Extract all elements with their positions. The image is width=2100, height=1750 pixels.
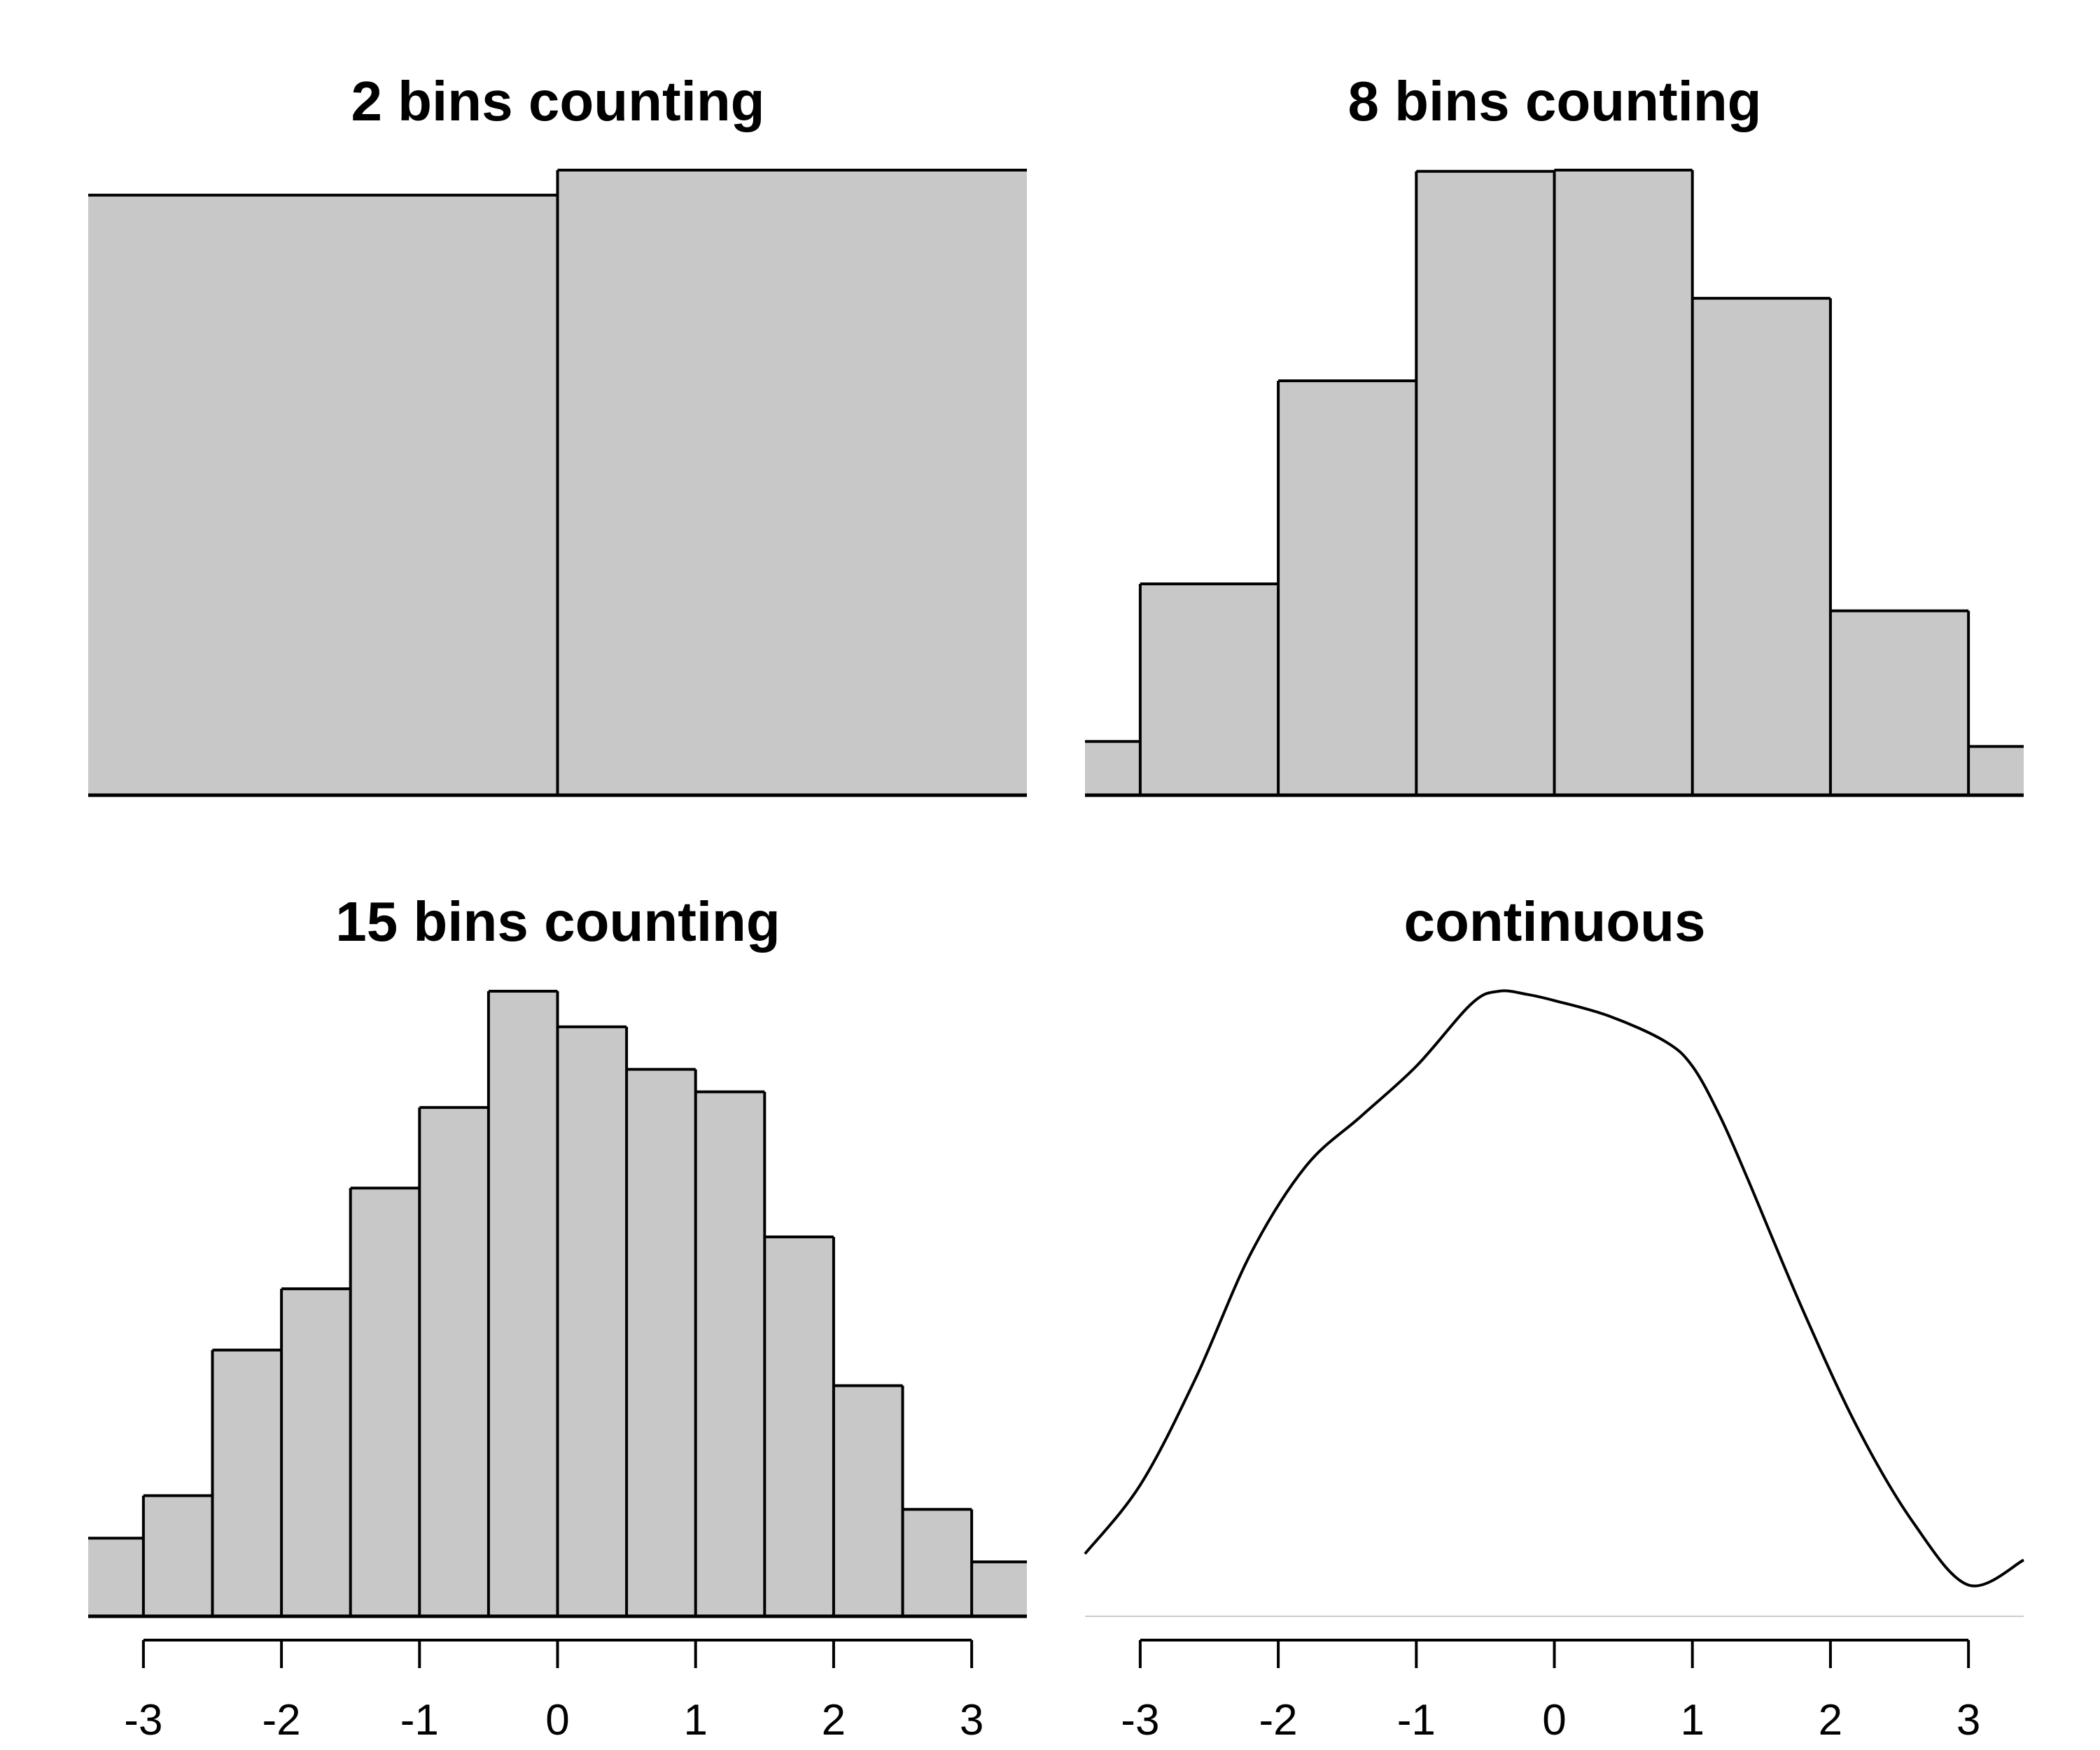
histogram-bar-fill (972, 1562, 1027, 1616)
panel-title: continuous (1404, 890, 1705, 953)
histogram-bar-fill (1416, 171, 1555, 795)
histogram-bar-fill (902, 1509, 972, 1616)
histogram-bar-fill (695, 1091, 765, 1616)
histogram-bar-fill (88, 195, 558, 796)
plot-area (1085, 169, 2024, 797)
histogram-bar-fill (1140, 584, 1279, 795)
histogram-bar-fill (88, 1538, 144, 1616)
histogram-bar-fill (1692, 298, 1830, 795)
histogram-bar-fill (281, 1289, 351, 1616)
histogram-bar-fill (1968, 746, 2024, 795)
panel-title: 8 bins counting (1348, 70, 1761, 132)
histogram-bar-fill (488, 991, 558, 1616)
histogram-bar-fill (143, 1495, 213, 1616)
x-tick-label: -1 (400, 1696, 439, 1744)
x-tick-label: 2 (822, 1696, 846, 1744)
x-tick-label: 0 (1542, 1696, 1566, 1744)
histogram-bar-fill (212, 1350, 282, 1616)
panel-15-bins: 15 bins counting -3 -2 -1 0 1 2 3 (88, 890, 1027, 1744)
x-tick-label: -3 (124, 1696, 162, 1744)
x-tick-label: -2 (1259, 1696, 1298, 1744)
histogram-bar-fill (1554, 170, 1693, 795)
histogram-bar-fill (557, 170, 1027, 795)
x-tick-label: 1 (1680, 1696, 1704, 1744)
x-tick-label: 3 (960, 1696, 983, 1744)
x-axis: -3 -2 -1 0 1 2 3 (124, 1639, 983, 1744)
x-tick-label: -2 (262, 1696, 301, 1744)
panel-8-bins: 8 bins counting (1085, 70, 2024, 797)
panel-continuous: continuous -3 -2 -1 0 1 2 3 (1084, 890, 2024, 1744)
histogram-bar-fill (419, 1107, 489, 1616)
histogram-bar-fill (764, 1236, 834, 1616)
plot-area (88, 990, 1027, 1618)
x-tick-label: 3 (1956, 1696, 1980, 1744)
plot-area (1084, 989, 2024, 1617)
histogram-bar-fill (350, 1188, 420, 1616)
x-tick-label: 2 (1819, 1696, 1842, 1744)
panel-title: 2 bins counting (351, 70, 764, 132)
histogram-bar-fill (1085, 741, 1140, 795)
histogram-bar-fill (833, 1385, 903, 1616)
plot-area (88, 169, 1027, 797)
x-axis: -3 -2 -1 0 1 2 3 (1121, 1639, 1980, 1744)
x-tick-label: 1 (683, 1696, 707, 1744)
histogram-bar-fill (1830, 610, 1969, 795)
x-tick-label: -3 (1121, 1696, 1159, 1744)
histogram-bar-fill (626, 1069, 696, 1616)
histogram-bar-fill (557, 1026, 627, 1616)
panel-title: 15 bins counting (335, 890, 780, 953)
x-tick-label: -1 (1397, 1696, 1436, 1744)
x-tick-label: 0 (545, 1696, 569, 1744)
panel-2-bins: 2 bins counting (88, 70, 1027, 797)
density-curve (1084, 989, 2024, 1588)
histogram-bar-fill (1278, 380, 1417, 795)
